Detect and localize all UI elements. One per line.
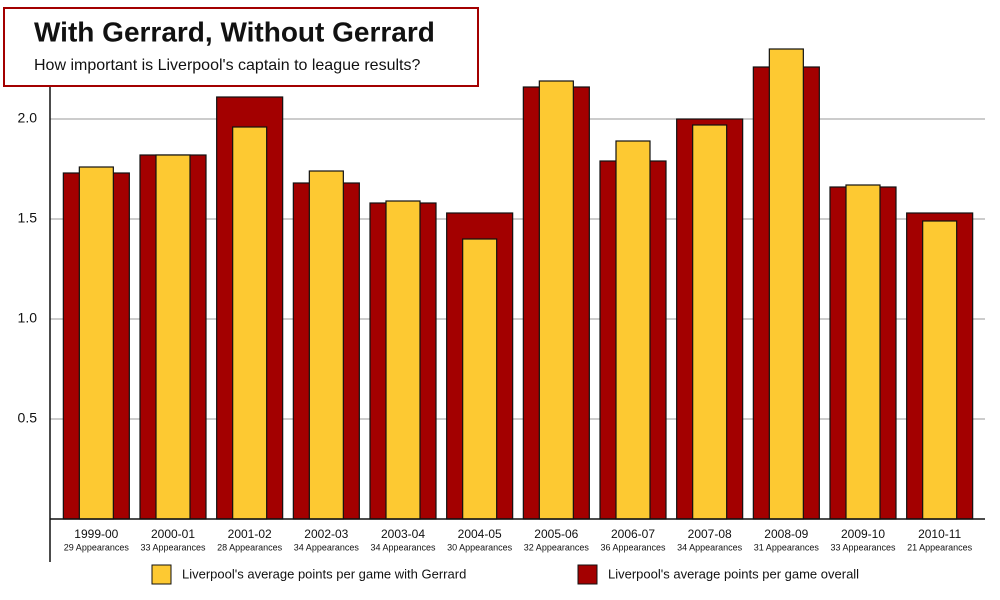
x-tick-sublabel: 30 Appearances bbox=[447, 542, 513, 552]
x-tick-sublabel: 36 Appearances bbox=[600, 542, 666, 552]
x-tick-label: 2000-01 bbox=[151, 527, 195, 541]
chart-subtitle: How important is Liverpool's captain to … bbox=[34, 57, 420, 74]
legend-label: Liverpool's average points per game over… bbox=[608, 566, 859, 581]
bar bbox=[78, 166, 114, 520]
legend-label: Liverpool's average points per game with… bbox=[182, 566, 466, 581]
bar bbox=[922, 220, 958, 520]
x-tick-sublabel: 34 Appearances bbox=[677, 542, 743, 552]
x-tick-sublabel: 34 Appearances bbox=[294, 542, 360, 552]
bar bbox=[692, 124, 728, 520]
y-tick-label: 2.0 bbox=[18, 110, 38, 126]
bar bbox=[385, 200, 421, 520]
bar bbox=[462, 238, 498, 520]
x-tick-label: 2007-08 bbox=[688, 527, 732, 541]
x-tick-sublabel: 29 Appearances bbox=[64, 542, 130, 552]
bar bbox=[615, 140, 651, 520]
x-tick-sublabel: 32 Appearances bbox=[524, 542, 590, 552]
x-tick-label: 2010-11 bbox=[918, 527, 961, 541]
y-tick-label: 0.5 bbox=[18, 410, 38, 426]
x-tick-sublabel: 33 Appearances bbox=[830, 542, 896, 552]
bar bbox=[538, 80, 574, 520]
legend-swatch bbox=[577, 564, 598, 585]
x-tick-label: 2002-03 bbox=[304, 527, 348, 541]
y-tick-label: 1.5 bbox=[18, 210, 38, 226]
bar bbox=[845, 184, 881, 520]
x-tick-label: 2003-04 bbox=[381, 527, 425, 541]
x-tick-sublabel: 21 Appearances bbox=[907, 542, 973, 552]
x-tick-label: 2004-05 bbox=[458, 527, 502, 541]
x-tick-label: 2001-02 bbox=[228, 527, 272, 541]
x-tick-label: 2009-10 bbox=[841, 527, 885, 541]
x-tick-label: 2006-07 bbox=[611, 527, 655, 541]
x-tick-sublabel: 33 Appearances bbox=[140, 542, 206, 552]
title-box bbox=[3, 7, 479, 87]
bar bbox=[155, 154, 191, 520]
legend-swatch bbox=[151, 564, 172, 585]
bar bbox=[232, 126, 268, 520]
x-tick-label: 2008-09 bbox=[764, 527, 808, 541]
bar bbox=[308, 170, 344, 520]
x-tick-sublabel: 31 Appearances bbox=[754, 542, 820, 552]
bar bbox=[768, 48, 804, 520]
x-tick-label: 2005-06 bbox=[534, 527, 578, 541]
x-tick-sublabel: 28 Appearances bbox=[217, 542, 283, 552]
x-tick-sublabel: 34 Appearances bbox=[370, 542, 436, 552]
y-tick-label: 1.0 bbox=[18, 310, 38, 326]
x-tick-label: 1999-00 bbox=[74, 527, 118, 541]
chart-title: With Gerrard, Without Gerrard bbox=[34, 16, 435, 47]
